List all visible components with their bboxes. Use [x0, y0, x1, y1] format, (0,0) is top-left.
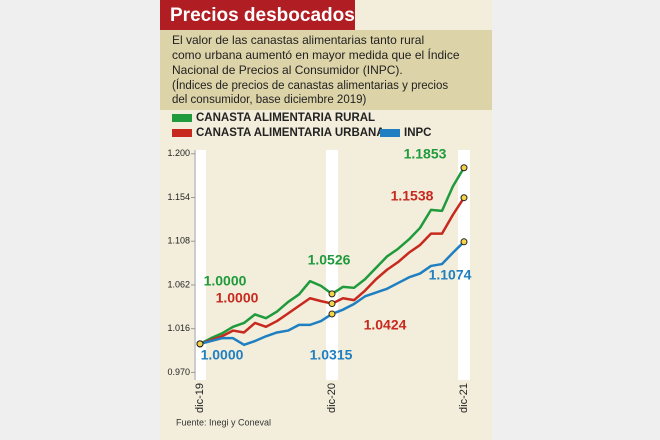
data-label: 1.1853: [404, 145, 447, 161]
data-label: 1.1538: [391, 187, 434, 203]
y-tick-label: 1.062: [167, 279, 190, 289]
y-tick-label: 0.970: [167, 367, 190, 377]
legend-swatch: [172, 129, 192, 137]
x-tick-label: dic-20: [326, 383, 338, 413]
data-label: 1.0526: [308, 252, 351, 268]
source: Fuente: Inegi y Coneval: [176, 417, 271, 427]
point-marker: [328, 290, 336, 298]
data-label: 1.0000: [216, 290, 259, 306]
intro-band: [160, 30, 492, 110]
legend-label: INPC: [404, 127, 431, 139]
point-marker: [328, 300, 336, 308]
point-marker: [328, 310, 336, 318]
band: [326, 150, 338, 380]
y-tick-label: 1.154: [167, 192, 190, 202]
chart-title: Precios desbocados: [170, 5, 355, 26]
y-tick-label: 1.200: [167, 148, 190, 158]
legend-swatch: [172, 114, 192, 122]
data-label: 1.1074: [429, 267, 472, 283]
x-tick-label: dic-21: [458, 383, 470, 413]
data-label: 1.0000: [204, 273, 247, 289]
note: del consumidor, base diciembre 2019): [172, 94, 367, 106]
band: [194, 150, 206, 380]
data-label: 1.0000: [201, 347, 244, 363]
point-marker: [460, 194, 468, 202]
point-marker: [196, 340, 204, 348]
title-bar: [160, 0, 355, 30]
legend-swatch: [380, 129, 400, 137]
subtitle: Nacional de Precios al Consumidor (INPC)…: [172, 63, 403, 77]
point-marker: [460, 164, 468, 172]
data-label: 1.0315: [310, 347, 353, 363]
x-tick-label: dic-19: [194, 383, 206, 413]
y-tick-label: 1.016: [167, 323, 190, 333]
point-marker: [460, 238, 468, 246]
band: [458, 150, 470, 380]
y-tick-label: 1.108: [167, 236, 190, 246]
note: (Índices de precios de canastas alimenta…: [172, 79, 448, 92]
legend-label: CANASTA ALIMENTARIA RURAL: [196, 112, 375, 124]
subtitle: como urbana aumentó en mayor medida que …: [172, 47, 460, 62]
data-label: 1.0424: [364, 316, 407, 332]
subtitle: El valor de las canastas alimentarias ta…: [172, 33, 424, 47]
legend-label: CANASTA ALIMENTARIA URBANA: [196, 127, 385, 139]
